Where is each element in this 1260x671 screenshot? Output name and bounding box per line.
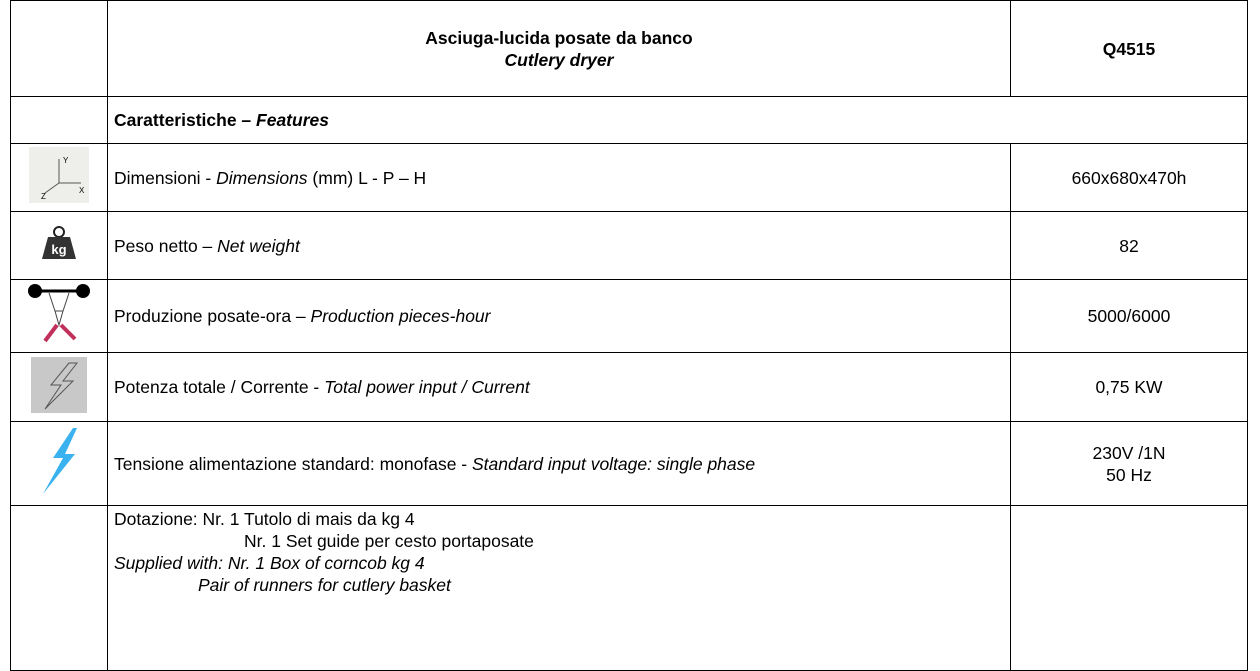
dimensions-icon: Y X Z: [29, 147, 89, 203]
weight-icon: kg: [42, 226, 76, 259]
label-text: Dimensioni -: [114, 167, 217, 188]
section-text: Features: [256, 110, 329, 130]
section-row: Caratteristiche – Features: [10, 96, 1248, 144]
label-text: Produzione posate-ora –: [114, 306, 311, 326]
spec-value: 230V /1N 50 Hz: [1010, 421, 1248, 506]
svg-text:Y: Y: [63, 156, 69, 165]
label-text: Peso netto –: [114, 235, 218, 256]
power-icon: [31, 356, 87, 413]
spec-table: Asciuga-lucida posate da banco Cutlery dr…: [10, 0, 1248, 671]
spec-label: Tensione alimentazione standard: monofas…: [107, 421, 1011, 506]
spec-row: Tensione alimentazione standard: monofas…: [10, 421, 1248, 506]
value-text: 0,75 KW: [1095, 377, 1163, 397]
label-text: Production pieces-hour: [310, 306, 491, 326]
section-title: Caratteristiche – Features: [107, 96, 1248, 144]
value-text: 5000/6000: [1087, 306, 1171, 326]
supplied-line: Supplied with: Nr. 1 Box of corncob kg 4: [114, 553, 425, 573]
production-icon: [28, 283, 90, 342]
value-text: 50 Hz: [1106, 464, 1152, 485]
svg-text:Z: Z: [41, 192, 46, 201]
label-text: (mm) L - P – H: [307, 167, 427, 188]
supplied-line: Pair of runners for cutlery basket: [198, 575, 451, 595]
header-cell: Asciuga-lucida posate da banco Cutlery dr…: [107, 0, 1011, 97]
spec-value: 0,75 KW: [1010, 352, 1248, 422]
label-text: Total power input / Current: [324, 377, 530, 397]
spec-label: Dimensioni - Dimensions (mm) L - P – H: [107, 143, 1011, 212]
subtitle: Cutlery dryer: [504, 49, 614, 70]
supplied-line: Dotazione: Nr. 1 Tutolo di mais da kg 4: [114, 509, 415, 529]
header-row: Asciuga-lucida posate da banco Cutlery dr…: [10, 0, 1248, 97]
spec-row: Potenza totale / Corrente - Total power …: [10, 352, 1248, 422]
svg-text:kg: kg: [51, 242, 66, 257]
value-text: 230V /1N: [1092, 442, 1166, 463]
label-text: Tensione alimentazione standard: monofas…: [114, 453, 472, 474]
spec-value: 5000/6000: [1010, 279, 1248, 353]
value-text: 660x680x470h: [1071, 167, 1187, 188]
spec-label: Potenza totale / Corrente - Total power …: [107, 352, 1011, 422]
model: Q4515: [1010, 0, 1248, 97]
supplied-line: Nr. 1 Set guide per cesto portaposate: [244, 531, 534, 551]
spec-value: 660x680x470h: [1010, 143, 1248, 212]
label-text: Net weight: [217, 235, 300, 256]
label-text: Standard input voltage: single phase: [472, 453, 756, 474]
spec-label: Produzione posate-ora – Production piece…: [107, 279, 1011, 353]
spec-row: Y X Z Dimensioni - Dimensions (mm) L - P – …: [10, 143, 1248, 212]
label-text: Potenza totale / Corrente -: [114, 377, 325, 397]
svg-text:X: X: [79, 186, 85, 195]
spec-value: 82: [1010, 211, 1248, 280]
value-text: 82: [1119, 235, 1139, 256]
label-text: Dimensions: [216, 167, 308, 188]
spec-label: Peso netto – Net weight: [107, 211, 1011, 280]
section-text: Caratteristiche –: [114, 110, 257, 130]
title: Asciuga-lucida posate da banco: [425, 27, 693, 48]
spec-row: Produzione posate-ora – Production piece…: [10, 279, 1248, 353]
spec-row: kg Peso netto – Net weight 82: [10, 211, 1248, 280]
voltage-icon: [43, 428, 77, 494]
